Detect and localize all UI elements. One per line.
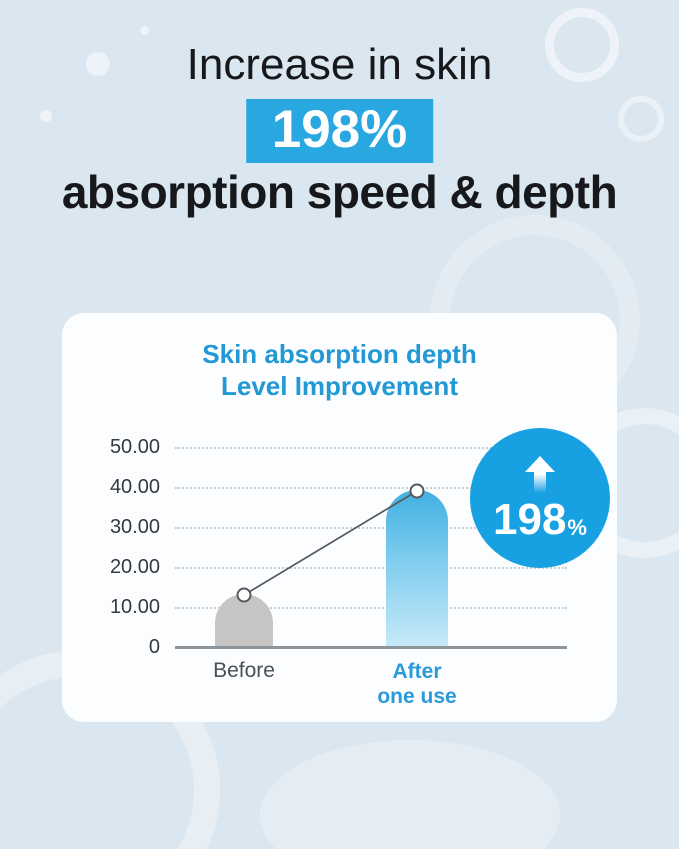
water-bubble <box>260 740 560 849</box>
y-axis-tick-label: 40.00 <box>109 476 160 498</box>
chart-card: Skin absorption depth Level Improvement … <box>62 313 617 722</box>
gridline <box>175 527 567 529</box>
x-axis-label-after-line2: one use <box>377 685 457 709</box>
y-axis-tick-label: 50.00 <box>109 436 160 458</box>
chart-title-line1: Skin absorption depth <box>202 339 477 369</box>
bar-before <box>215 594 273 646</box>
badge-unit: % <box>567 514 587 540</box>
water-bubble <box>140 26 149 35</box>
x-axis-label-after: After one use <box>377 659 456 709</box>
headline-top: Increase in skin <box>186 40 493 89</box>
water-bubble <box>40 110 52 122</box>
y-axis-tick-label: 20.00 <box>109 556 160 578</box>
gridline <box>175 447 567 449</box>
bar-after <box>386 490 448 646</box>
bar-chart: 50.00 40.00 30.00 20.00 10.00 0 Before A… <box>110 436 567 708</box>
x-axis-label-after-line1: After <box>392 660 442 683</box>
badge-value-row: 198 % <box>493 495 587 545</box>
chart-title: Skin absorption depth Level Improvement <box>62 339 617 402</box>
y-axis-tick-label: 30.00 <box>109 516 160 538</box>
gridline <box>175 487 567 489</box>
x-axis-line <box>175 646 567 649</box>
badge-value: 198 <box>493 495 567 545</box>
gridline <box>175 567 567 569</box>
headline-bottom: absorption speed & depth <box>61 166 618 218</box>
data-point-marker <box>236 587 252 603</box>
y-axis-tick-label: 10.00 <box>109 596 160 618</box>
water-bubble <box>618 96 664 142</box>
gridline <box>175 607 567 609</box>
arrow-up-icon <box>525 456 555 494</box>
increase-badge: 198 % <box>470 428 610 568</box>
y-axis-tick-label: 0 <box>148 636 160 658</box>
trend-line <box>243 490 418 596</box>
data-point-marker <box>409 483 425 499</box>
chart-title-line2: Level Improvement <box>221 370 458 401</box>
x-axis-label-before: Before <box>213 659 275 682</box>
headline-percentage-chip: 198% <box>245 99 434 163</box>
